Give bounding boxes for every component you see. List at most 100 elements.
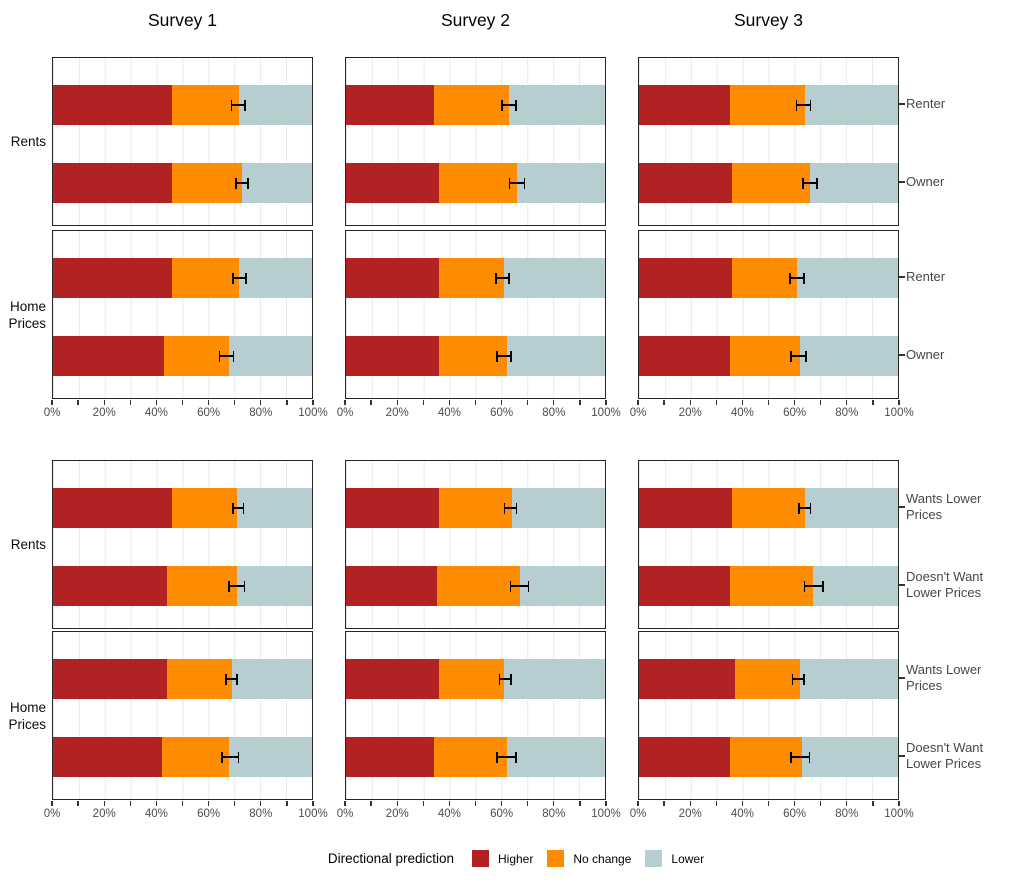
axis-tick-label: 100% bbox=[884, 407, 914, 419]
stacked-bar bbox=[346, 336, 605, 376]
bar-segment-higher bbox=[639, 336, 730, 376]
axis-tick-label: 20% bbox=[92, 808, 116, 820]
bar-segment-lower bbox=[804, 85, 898, 125]
error-bar-line bbox=[218, 355, 235, 357]
bar-segment-lower bbox=[519, 566, 605, 606]
facet-panel bbox=[638, 57, 899, 226]
axis-tick bbox=[793, 400, 796, 405]
bar-segment-higher bbox=[346, 163, 440, 203]
bar-segment-higher bbox=[53, 163, 173, 203]
axis-tick bbox=[129, 400, 131, 405]
stacked-bar bbox=[53, 488, 312, 528]
axis-tick bbox=[715, 801, 717, 806]
axis-tick bbox=[103, 801, 105, 806]
bar-segment-lower bbox=[812, 566, 898, 606]
axis-tick-label: 40% bbox=[730, 407, 754, 419]
bar-segment-no-change bbox=[434, 737, 507, 777]
axis-tick bbox=[793, 801, 796, 806]
bar-category-label: Owner bbox=[906, 331, 1028, 379]
stacked-bar bbox=[639, 566, 898, 606]
row-group-label: Rents bbox=[0, 57, 46, 226]
bar-segment-no-change bbox=[734, 659, 800, 699]
bar-segment-no-change bbox=[732, 258, 797, 298]
stacked-bar bbox=[639, 336, 898, 376]
bar-segment-lower bbox=[509, 85, 605, 125]
axis-tick-label: 80% bbox=[249, 808, 273, 820]
legend-item-label: No change bbox=[573, 851, 632, 866]
axis-tick bbox=[77, 400, 79, 405]
bar-segment-lower bbox=[229, 737, 312, 777]
axis-tick-label: 20% bbox=[385, 808, 409, 820]
error-bar bbox=[496, 751, 517, 763]
facet-panel bbox=[52, 460, 313, 629]
bar-category-label-line: Owner bbox=[906, 174, 945, 189]
error-bar bbox=[228, 580, 246, 592]
axis-tick bbox=[155, 801, 158, 806]
row-group-label-line: Home bbox=[9, 298, 46, 314]
bar-segment-higher bbox=[639, 258, 733, 298]
error-bar bbox=[802, 177, 818, 189]
bar-category-tick bbox=[899, 584, 905, 586]
axis-tick-label: 40% bbox=[144, 808, 168, 820]
error-bar bbox=[218, 350, 235, 362]
axis-tick-label: 100% bbox=[884, 808, 914, 820]
axis-tick bbox=[396, 400, 398, 405]
bar-segment-no-change bbox=[729, 566, 813, 606]
legend-swatch-lower bbox=[645, 850, 663, 867]
error-bar-line bbox=[235, 182, 250, 184]
legend-swatch-no-change bbox=[547, 850, 565, 867]
error-bar bbox=[803, 580, 825, 592]
legend-item: Higher bbox=[471, 850, 533, 867]
bar-segment-higher bbox=[639, 163, 733, 203]
axis-tick bbox=[344, 400, 346, 405]
axis-tick bbox=[715, 400, 717, 405]
error-bar bbox=[501, 99, 517, 111]
bar-segment-higher bbox=[53, 85, 173, 125]
bar-segment-higher bbox=[346, 659, 440, 699]
bar-segment-no-change bbox=[729, 737, 803, 777]
bar-segment-no-change bbox=[439, 163, 517, 203]
bar-segment-lower bbox=[229, 336, 312, 376]
bar-segment-lower bbox=[516, 163, 605, 203]
legend-swatch-higher bbox=[471, 850, 489, 867]
bar-category-tick bbox=[899, 755, 905, 757]
bar-segment-no-change bbox=[164, 336, 230, 376]
axis-tick bbox=[898, 801, 900, 806]
bar-category-label: Renter bbox=[906, 80, 1028, 128]
axis-tick bbox=[474, 400, 477, 405]
column-title: Survey 3 bbox=[733, 10, 804, 30]
error-bar-line bbox=[495, 355, 512, 357]
error-bar-line bbox=[790, 756, 811, 758]
error-bar-line bbox=[798, 507, 812, 509]
axis-tick bbox=[234, 400, 236, 405]
axis-tick bbox=[767, 400, 770, 405]
stacked-bar bbox=[53, 737, 312, 777]
row-group-label-line: Rents bbox=[10, 537, 46, 552]
error-bar-line bbox=[225, 678, 238, 680]
error-bar-line bbox=[789, 355, 807, 357]
error-bar-line bbox=[221, 756, 240, 758]
error-bar bbox=[508, 177, 526, 189]
axis-tick bbox=[234, 801, 236, 806]
axis-tick-label: 0% bbox=[43, 407, 61, 419]
axis-tick-label: 40% bbox=[437, 808, 461, 820]
axis-tick-label: 60% bbox=[197, 407, 221, 419]
bar-segment-no-change bbox=[439, 258, 504, 298]
error-bar-line bbox=[802, 182, 818, 184]
bar-category-tick bbox=[899, 181, 905, 183]
axis-tick bbox=[286, 801, 288, 806]
axis-tick bbox=[260, 801, 262, 806]
stacked-bar bbox=[53, 336, 312, 376]
axis-tick-label: 40% bbox=[144, 407, 168, 419]
bar-segment-higher bbox=[346, 737, 435, 777]
error-bar bbox=[221, 751, 240, 763]
bar-segment-higher bbox=[346, 85, 435, 125]
error-bar-line bbox=[508, 182, 526, 184]
facet-panel bbox=[52, 57, 313, 226]
bar-category-tick bbox=[899, 677, 905, 679]
axis-tick bbox=[448, 801, 451, 806]
stacked-bar bbox=[53, 163, 312, 203]
axis-tick bbox=[286, 400, 288, 405]
bar-segment-higher bbox=[639, 737, 730, 777]
axis-tick bbox=[689, 400, 691, 405]
